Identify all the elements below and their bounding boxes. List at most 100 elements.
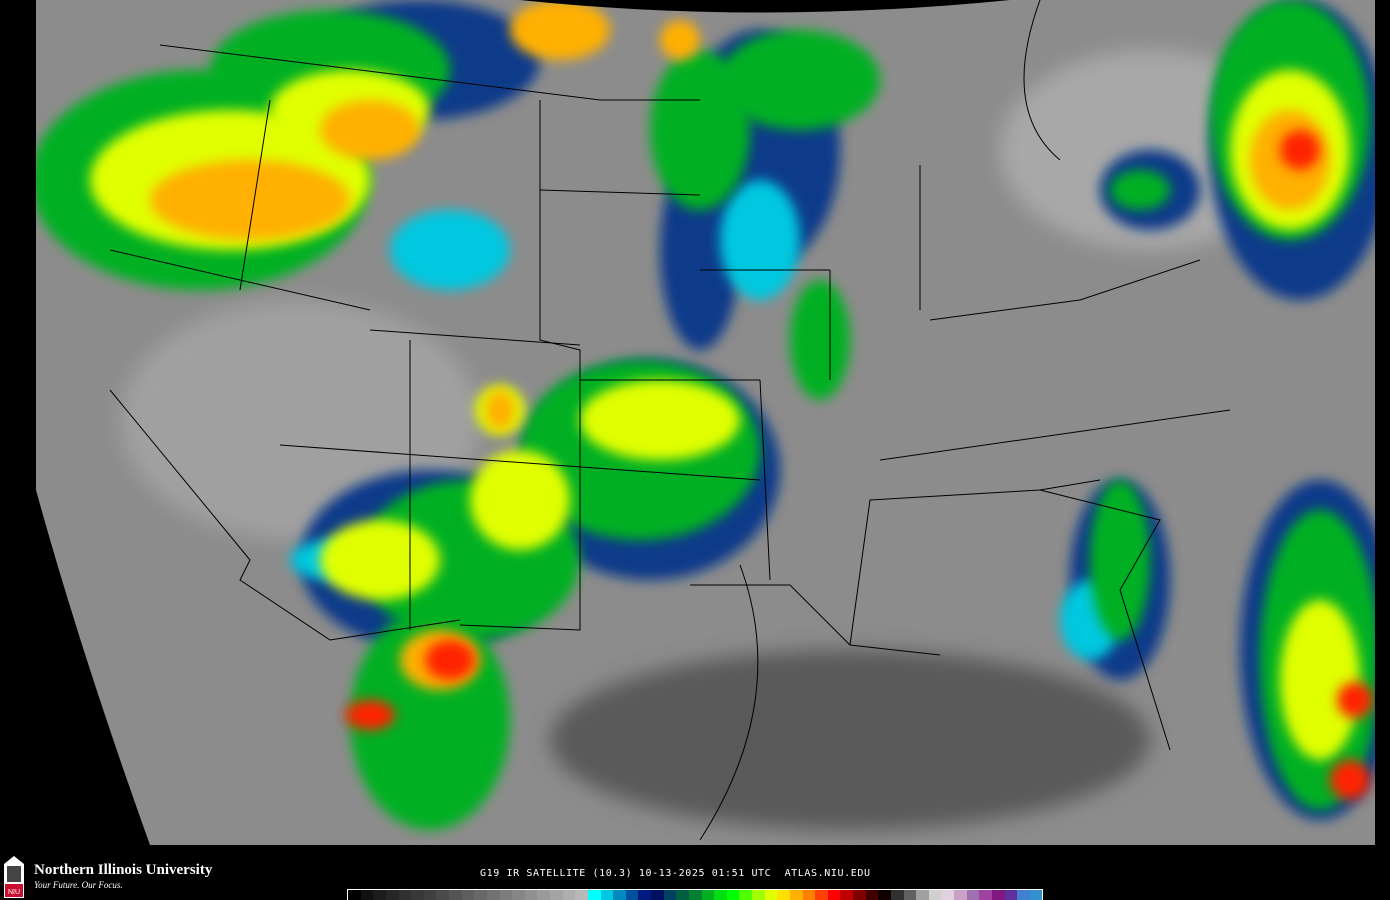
colorbar-cell [613,890,626,900]
cloud-blob [1337,682,1373,718]
border-line [159,44,700,101]
cloud-blob [1110,170,1170,210]
colorbar-cell [550,890,563,900]
cloud-blob [150,160,350,240]
colorbar-cell [575,890,588,900]
colorbar-cell [941,890,954,900]
colorbar-cell [348,890,361,900]
colorbar-cell [878,890,891,900]
cloud-blob [1330,760,1370,800]
cloud-blob [1280,130,1320,170]
colorbar-cell [726,890,740,900]
cloud-tops [36,0,1375,830]
colorbar-cell [853,890,866,900]
colorbar-cell [360,890,374,900]
cloud-blob [485,390,515,430]
colorbar-cell [840,890,853,900]
border-line [849,479,1101,646]
colorbar-cell [499,890,513,900]
cloud-blob [1280,600,1360,760]
colorbar-cell [461,890,475,900]
colorbar-cell [1004,890,1018,900]
border-line [279,444,761,481]
colorbar-cell [423,890,437,900]
colorbar-cell [979,890,992,900]
site-url: ATLAS.NIU.EDU [784,868,871,879]
temperature-colorbar [347,889,1043,900]
colorbar-cell [739,890,752,900]
colorbar-cell [688,890,702,900]
cloud-blob [720,30,880,130]
colorbar-cell [714,890,727,900]
colorbar-cell [966,890,980,900]
state-borders [109,0,1231,841]
colorbar-cell [385,890,399,900]
border-line [690,584,941,656]
colorbar-cell [676,890,689,900]
colorbar-cell [587,890,601,900]
colorbar-cell [625,890,639,900]
cloud-blob [790,280,850,400]
colorbar-cell [827,890,841,900]
colorbar-cell [764,890,778,900]
border-line [759,379,771,581]
colorbar-cell [777,890,790,900]
colorbar-cell [436,890,449,900]
colorbar-cell [1017,890,1030,900]
colorbar-cell [991,890,1005,900]
colorbar-cell [449,890,462,900]
colorbar-cell [815,890,828,900]
cloud-blob [320,100,420,160]
cloud-blob [425,640,475,680]
colorbar-cell [524,890,538,900]
svg-text:NIU: NIU [8,889,20,896]
colorbar-cell [928,890,942,900]
university-name: Northern Illinois University [34,862,213,878]
colorbar-cell [373,890,386,900]
colorbar-cell [903,890,917,900]
niu-logo-icon: NIU [4,856,24,898]
colorbar-cell [398,890,412,900]
colorbar-cell [802,890,816,900]
border-line [929,259,1201,321]
border-line [109,389,461,641]
cloud-blob [720,180,800,300]
colorbar-cell [474,890,487,900]
colorbar-cell [865,890,879,900]
colorbar-cell [890,890,904,900]
border-line [539,100,760,381]
colorbar-cell [1029,890,1043,900]
cloud-blob [390,210,510,290]
colorbar-cell [537,890,550,900]
colorbar-cell [701,890,715,900]
colorbar-cell [486,890,500,900]
border-line [1023,0,1061,161]
colorbar-cell [638,890,651,900]
cloud-blob [580,380,740,460]
colorbar-cell [752,890,765,900]
colorbar-cell [562,890,576,900]
border-line [699,564,759,841]
cloud-blob [320,520,440,600]
border-line [369,329,581,346]
cloud-blob [510,0,610,60]
university-tagline: Your Future. Our Focus. [34,880,123,890]
colorbar-cell [663,890,677,900]
cloud-blob [660,20,700,60]
satellite-map [36,0,1375,845]
border-line [879,409,1231,461]
border-line [239,99,271,291]
border-line [459,380,581,631]
colorbar-cell [789,890,803,900]
border-line [109,249,371,311]
border-line [1039,489,1171,751]
cloud-blob [345,700,395,730]
colorbar-cell [651,890,664,900]
colorbar-cell [600,890,614,900]
border-line [539,189,701,196]
colorbar-cell [512,890,525,900]
colorbar-cell [916,890,929,900]
cloud-blob [1090,480,1150,640]
colorbar-cell [411,890,424,900]
product-title: G19 IR SATELLITE (10.3) 10-13-2025 01:51… [480,868,871,879]
